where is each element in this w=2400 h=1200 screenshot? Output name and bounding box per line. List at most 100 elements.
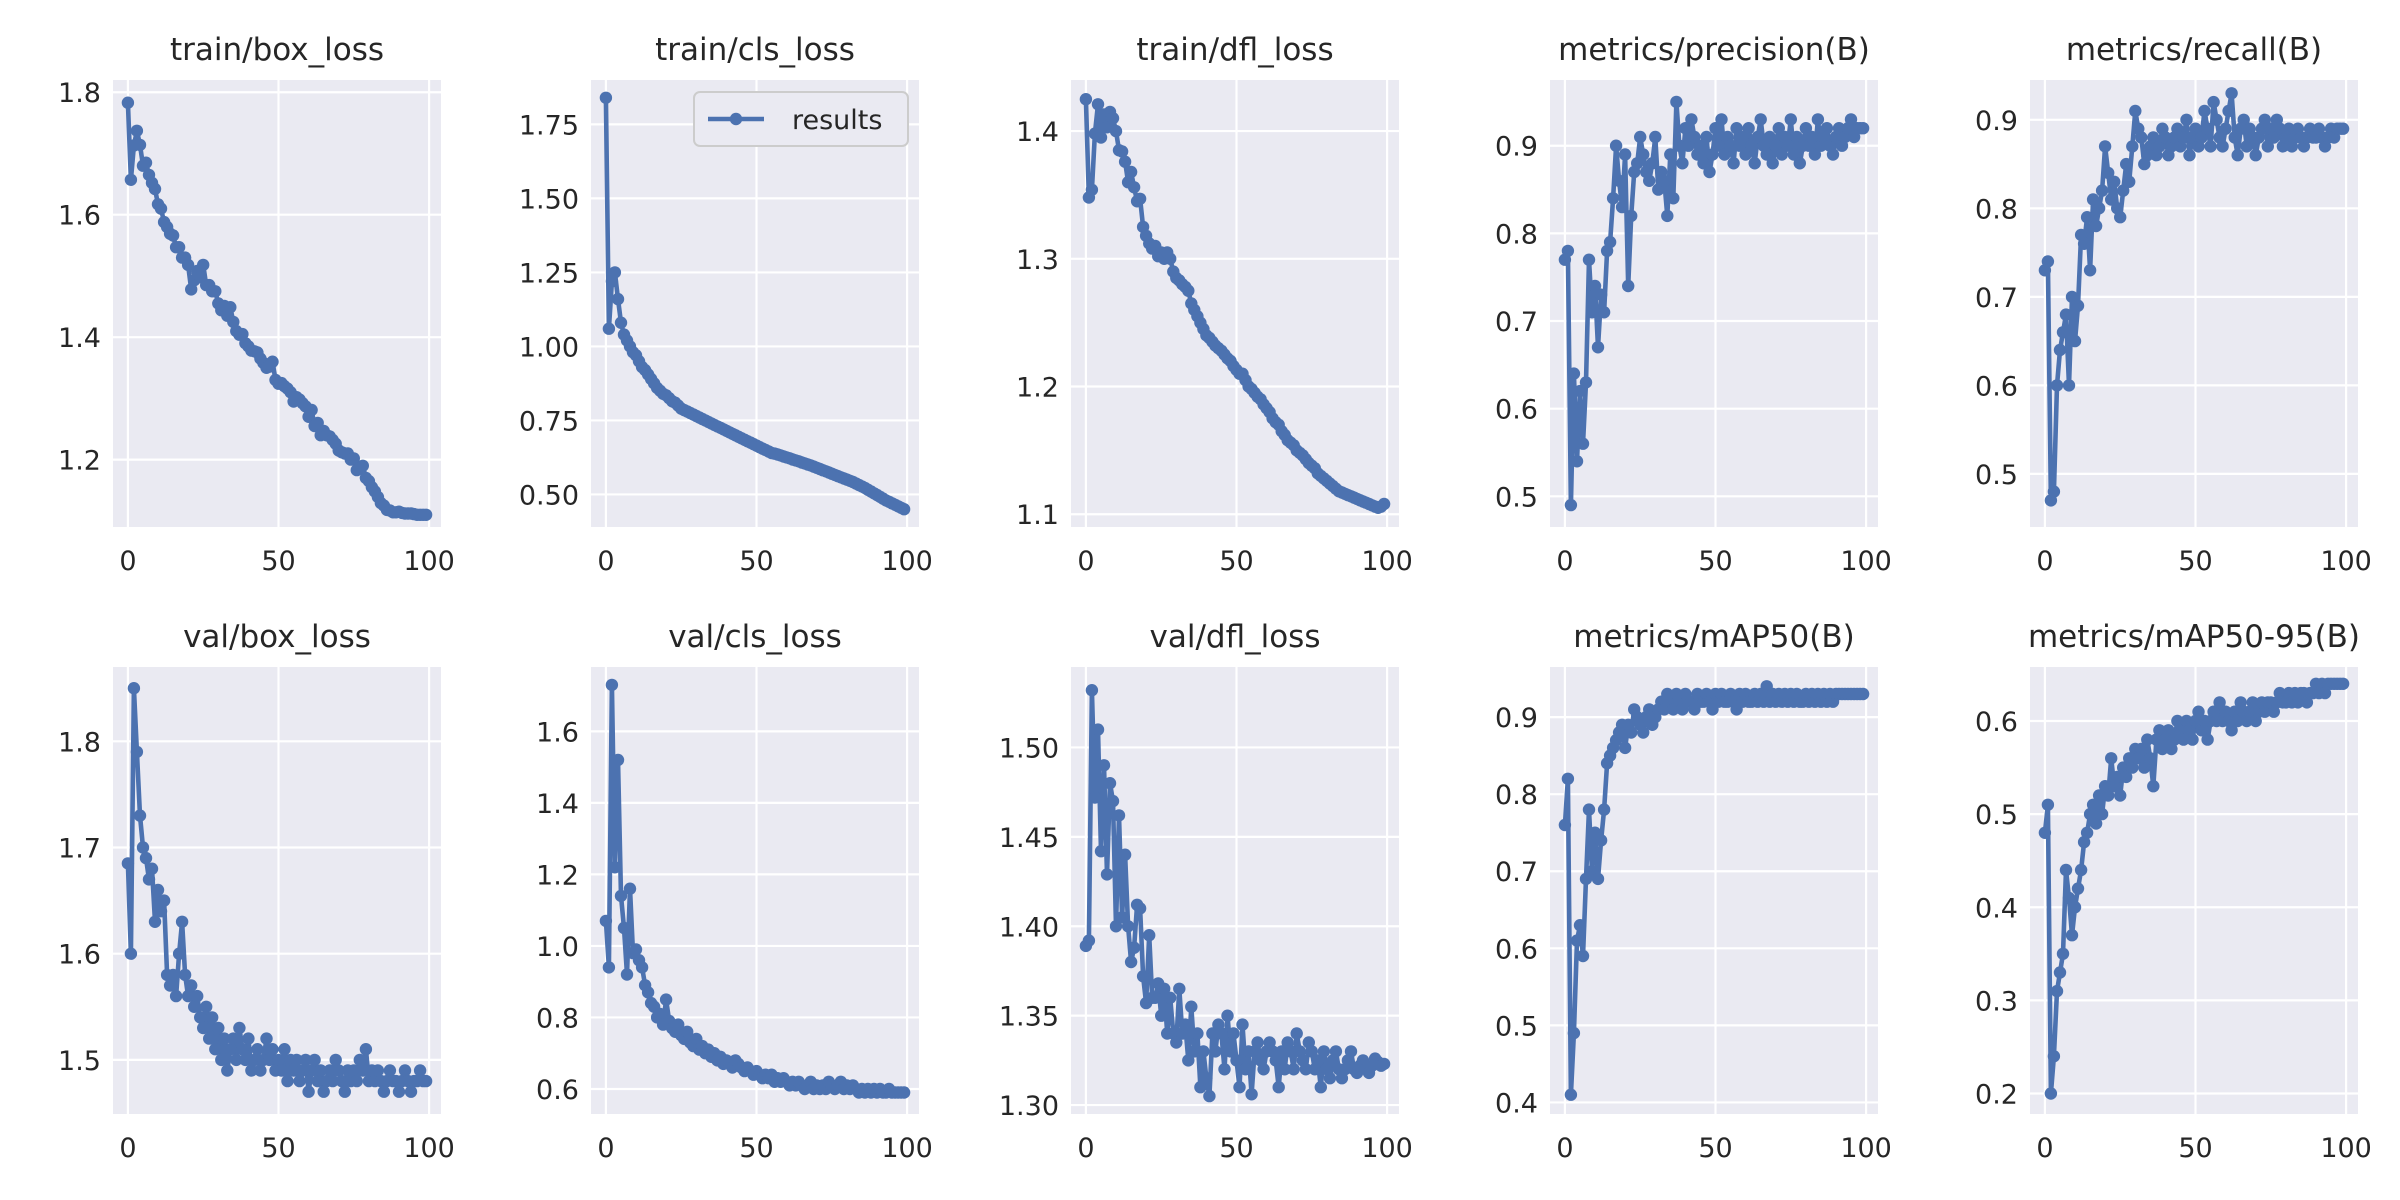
data-point: [172, 947, 186, 960]
subplot-title: metrics/recall(B): [2066, 32, 2322, 68]
data-point: [377, 1085, 391, 1098]
data-point: [332, 1064, 345, 1077]
data-point: [206, 1011, 219, 1024]
subplot-10: 0 50 100 0.2 0.3 0.4 0.5 0.6 metrics/mAP50-95(B): [1975, 619, 2372, 1164]
data-point: [2231, 714, 2244, 728]
data-point: [2041, 255, 2055, 268]
x-tick-label: 100: [1840, 1133, 1892, 1164]
data-point: [2291, 696, 2305, 709]
data-point: [221, 1064, 234, 1077]
data-point: [1251, 1036, 1264, 1049]
data-point: [299, 1053, 312, 1067]
data-point: [897, 1086, 911, 1099]
y-tick-label: 1.2: [1016, 373, 1059, 404]
data-point: [1155, 1009, 1168, 1022]
data-point: [121, 857, 135, 870]
data-point: [629, 943, 643, 956]
data-point: [1591, 872, 1605, 886]
y-tick-label: 1.2: [536, 860, 579, 891]
data-point: [2077, 237, 2091, 250]
data-point: [2195, 724, 2208, 737]
data-point: [371, 1064, 385, 1077]
data-point: [166, 229, 180, 242]
data-point: [197, 1021, 210, 1035]
x-tick-label: 100: [2320, 546, 2372, 577]
data-point: [2207, 95, 2220, 109]
data-point: [413, 1064, 427, 1077]
data-point: [2132, 752, 2145, 765]
data-point: [2156, 742, 2169, 756]
data-point: [2050, 379, 2064, 392]
data-point: [2162, 724, 2175, 737]
data-point: [254, 1064, 267, 1077]
legend-label: results: [792, 105, 882, 136]
data-point: [275, 1064, 288, 1077]
data-point: [209, 1043, 222, 1056]
data-point: [1739, 148, 1752, 161]
data-point: [2053, 966, 2067, 979]
data-point: [2105, 752, 2118, 765]
data-point: [212, 1021, 225, 1035]
data-point: [2120, 157, 2133, 171]
data-point: [1094, 131, 1108, 144]
data-point: [305, 403, 318, 417]
data-point: [1094, 845, 1108, 858]
data-point: [1856, 122, 1870, 135]
data-point: [260, 1032, 273, 1045]
data-point: [1317, 1045, 1331, 1058]
data-point: [191, 989, 204, 1003]
subplot-title: metrics/mAP50(B): [1573, 619, 1854, 655]
data-point: [1652, 183, 1665, 196]
x-tick-label: 100: [403, 546, 455, 577]
data-point: [2056, 326, 2070, 339]
data-point: [1709, 122, 1722, 135]
data-point: [1188, 1045, 1201, 1058]
data-point: [1221, 1009, 1234, 1022]
data-point: [203, 1032, 216, 1045]
y-tick-label: 1.8: [58, 78, 101, 109]
data-point: [2056, 947, 2070, 960]
data-point: [1787, 148, 1801, 161]
x-tick-label: 0: [119, 1133, 136, 1164]
x-tick-label: 100: [1361, 1133, 1413, 1164]
data-point: [2080, 211, 2094, 224]
data-point: [1760, 148, 1773, 161]
x-tick-label: 50: [1219, 546, 1253, 577]
data-point: [1606, 192, 1620, 205]
data-point: [1703, 165, 1716, 179]
data-point: [1582, 253, 1596, 266]
data-point: [329, 1053, 342, 1067]
y-tick-label: 0.8: [536, 1003, 579, 1034]
data-point: [1284, 1045, 1297, 1058]
data-point: [266, 355, 279, 368]
data-point: [1799, 122, 1813, 135]
data-point: [2059, 863, 2073, 877]
y-tick-label: 1.45: [999, 823, 1059, 854]
data-point: [1603, 235, 1617, 249]
data-point: [2117, 761, 2130, 774]
data-point: [1203, 1089, 1216, 1103]
data-point: [2080, 826, 2094, 839]
data-point: [287, 1064, 300, 1077]
data-point: [1329, 1045, 1343, 1058]
data-point: [2183, 149, 2196, 162]
data-point: [1124, 955, 1138, 969]
data-point: [323, 1064, 336, 1077]
data-point: [293, 1074, 306, 1088]
data-point: [1570, 455, 1584, 468]
data-point: [2183, 724, 2196, 737]
data-point: [2240, 140, 2253, 153]
y-tick-label: 0.9: [1975, 106, 2018, 137]
data-point: [2047, 485, 2061, 498]
y-tick-label: 1.3: [1016, 245, 1059, 276]
data-point: [1775, 148, 1789, 161]
data-point: [1576, 437, 1590, 450]
data-point: [1646, 157, 1659, 170]
y-tick-label: 0.5: [1975, 800, 2018, 831]
data-point: [1377, 1057, 1391, 1071]
data-point: [1724, 139, 1737, 152]
data-point: [1377, 497, 1391, 511]
data-point: [1772, 122, 1786, 135]
y-tick-label: 0.7: [1495, 857, 1538, 888]
